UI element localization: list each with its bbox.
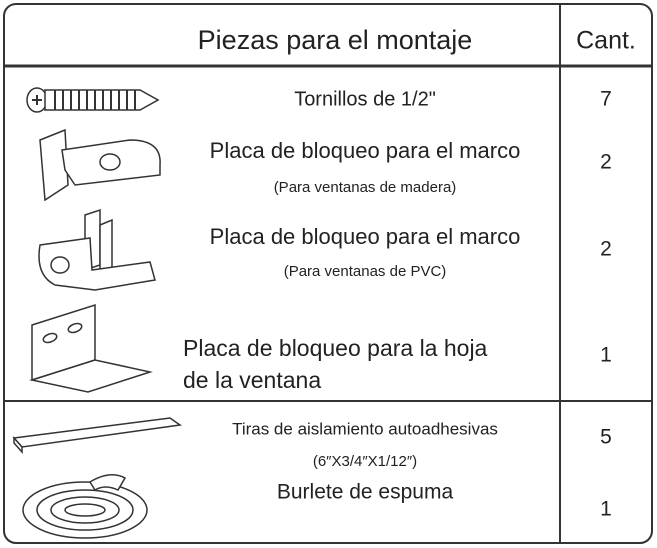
item-note: (6″X3/4″X1/12″)	[313, 453, 417, 470]
wood-plate-icon	[39, 128, 161, 202]
item-note: (Para ventanas de PVC)	[284, 263, 447, 280]
item-name: Tiras de aislamiento autoadhesivas	[232, 419, 498, 438]
item-name: Placa de bloqueo para el marco	[210, 224, 521, 249]
item-qty: 1	[600, 344, 612, 367]
item-qty: 1	[600, 498, 612, 521]
item-qty: 7	[600, 88, 612, 111]
item-name: Placa de bloqueo para la hoja	[183, 335, 488, 361]
screw-icon	[26, 87, 160, 113]
header-title: Piezas para el montaje	[198, 25, 473, 55]
table-border	[3, 3, 653, 544]
header-qty: Cant.	[576, 27, 636, 55]
item-name: Tornillos de 1/2"	[294, 88, 436, 110]
sash-plate-icon	[29, 303, 153, 393]
item-note: (Para ventanas de madera)	[274, 179, 457, 196]
foam-icon	[22, 474, 148, 539]
strip-icon	[12, 417, 182, 454]
item-name: Placa de bloqueo para el marco	[210, 138, 521, 163]
item-name-cont: de la ventana	[183, 367, 321, 393]
item-qty: 5	[600, 426, 612, 449]
item-name: Burlete de espuma	[277, 481, 454, 504]
item-qty: 2	[600, 151, 612, 174]
pvc-plate-icon	[38, 208, 156, 291]
item-qty: 2	[600, 238, 612, 261]
